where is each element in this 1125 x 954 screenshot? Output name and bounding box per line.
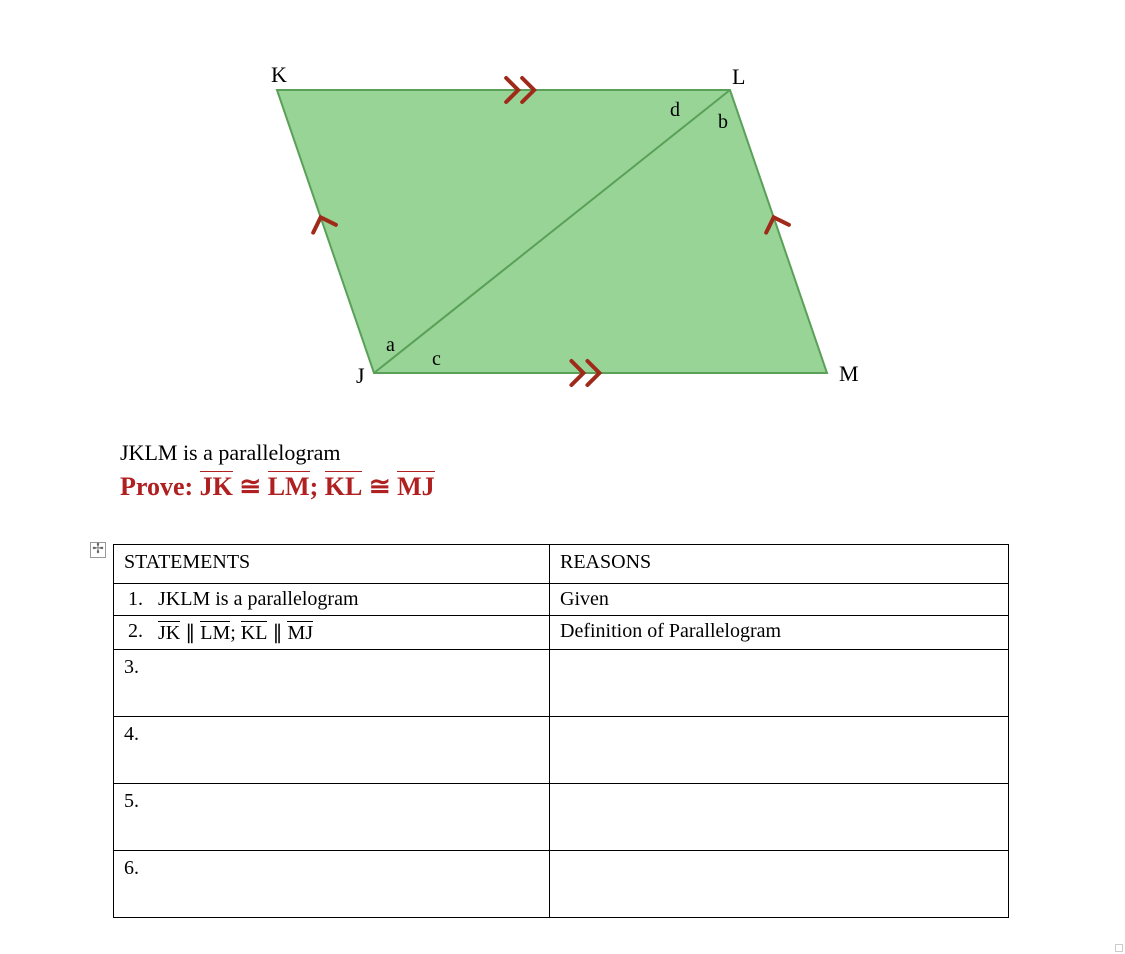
- proof-table: STATEMENTS REASONS 1. JKLM is a parallelo…: [113, 544, 1009, 918]
- header-statements: STATEMENTS: [114, 545, 550, 584]
- reason-2[interactable]: Definition of Parallelogram: [550, 616, 1009, 650]
- reason-1[interactable]: Given: [550, 584, 1009, 616]
- reason-5[interactable]: [550, 784, 1009, 851]
- segment-JK: JK: [200, 472, 233, 502]
- svg-text:a: a: [386, 334, 395, 356]
- table-row: 2. JK ∥ LM; KL ∥ MJ Definition of Paralle…: [114, 616, 1009, 650]
- row-num: 1.: [128, 588, 143, 611]
- reason-4[interactable]: [550, 717, 1009, 784]
- row-num: 6.: [124, 857, 139, 879]
- stmt-6[interactable]: 6.: [114, 851, 550, 918]
- stmt-text: JKLM is a parallelogram: [158, 588, 359, 610]
- svg-text:L: L: [732, 64, 745, 89]
- row-num: 4.: [124, 723, 139, 745]
- table-header-row: STATEMENTS REASONS: [114, 545, 1009, 584]
- problem-text: JKLM is a parallelogram Prove: JK ≅ LM; …: [120, 440, 1020, 522]
- svg-text:J: J: [356, 363, 365, 388]
- seg: KL: [241, 622, 268, 645]
- congruent-symbol: ≅: [233, 472, 268, 501]
- table-row: 1. JKLM is a parallelogram Given: [114, 584, 1009, 616]
- segment-LM: LM: [268, 472, 310, 502]
- table-row: 4.: [114, 717, 1009, 784]
- seg: MJ: [287, 622, 313, 645]
- table-anchor-icon[interactable]: ✢: [90, 540, 106, 558]
- segment-KL: KL: [325, 472, 363, 502]
- page: K L M J a b c d JKLM is a parallelogram …: [0, 0, 1125, 954]
- stmt-1[interactable]: 1. JKLM is a parallelogram: [114, 584, 550, 616]
- row-num: 2.: [128, 620, 143, 643]
- reason-3[interactable]: [550, 650, 1009, 717]
- table-row: 6.: [114, 851, 1009, 918]
- reason-6[interactable]: [550, 851, 1009, 918]
- segment-MJ: MJ: [397, 472, 435, 502]
- svg-text:d: d: [670, 99, 680, 121]
- header-reasons: REASONS: [550, 545, 1009, 584]
- given-line: JKLM is a parallelogram: [120, 440, 1020, 466]
- prove-prefix: Prove:: [120, 472, 200, 501]
- stmt-5[interactable]: 5.: [114, 784, 550, 851]
- svg-text:b: b: [718, 111, 728, 133]
- parallelogram-diagram: K L M J a b c d: [80, 60, 910, 400]
- table-row: 3.: [114, 650, 1009, 717]
- stmt-2[interactable]: 2. JK ∥ LM; KL ∥ MJ: [114, 616, 550, 650]
- svg-text:c: c: [432, 348, 441, 370]
- row-num: 5.: [124, 790, 139, 812]
- stmt-3[interactable]: 3.: [114, 650, 550, 717]
- svg-text:K: K: [271, 62, 287, 87]
- stmt-4[interactable]: 4.: [114, 717, 550, 784]
- parallel-symbol: ∥: [180, 622, 200, 644]
- congruent-symbol-2: ≅: [362, 472, 397, 501]
- sep: ;: [230, 622, 241, 644]
- svg-text:M: M: [839, 361, 859, 386]
- parallel-symbol: ∥: [267, 622, 287, 644]
- prove-line: Prove: JK ≅ LM; KL ≅ MJ: [120, 472, 1020, 502]
- table-row: 5.: [114, 784, 1009, 851]
- seg: JK: [158, 622, 180, 645]
- resize-handle-icon[interactable]: [1115, 944, 1123, 952]
- sep: ;: [310, 472, 325, 501]
- seg: LM: [200, 622, 230, 645]
- row-num: 3.: [124, 656, 139, 678]
